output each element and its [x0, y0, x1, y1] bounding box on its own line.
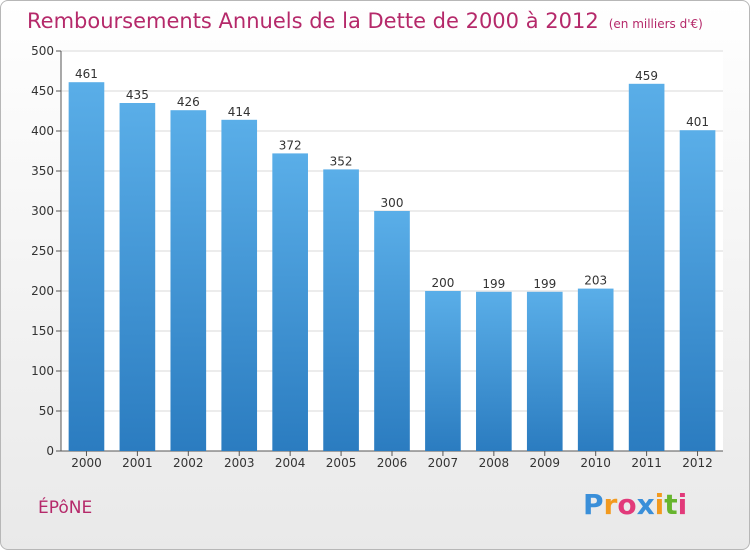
y-tick-label: 200 [31, 284, 54, 298]
bar-value-label: 461 [75, 67, 98, 81]
x-tick-label: 2004 [275, 456, 306, 470]
bar-value-label: 401 [686, 115, 709, 129]
logo-letter: i [677, 488, 688, 521]
x-tick-label: 2005 [326, 456, 357, 470]
bar [170, 110, 207, 451]
y-tick-label: 450 [31, 84, 54, 98]
x-tick-label: 2001 [122, 456, 153, 470]
proxiti-logo: Proxiti [583, 488, 687, 521]
bar-value-label: 459 [635, 69, 658, 83]
x-tick-label: 2007 [428, 456, 459, 470]
bar-value-label: 300 [381, 196, 404, 210]
x-tick-label: 2008 [479, 456, 510, 470]
logo-letter: x [636, 488, 655, 521]
bar-value-label: 426 [177, 95, 200, 109]
bar-value-label: 435 [126, 88, 149, 102]
x-tick-label: 2012 [682, 456, 713, 470]
y-tick-label: 400 [31, 124, 54, 138]
logo-letter: o [617, 488, 637, 521]
bar [425, 291, 461, 451]
y-tick-label: 500 [31, 44, 54, 58]
bar [221, 119, 258, 452]
logo-letter: i [654, 488, 665, 521]
bar-value-label: 372 [279, 138, 302, 152]
logo-letter: P [583, 488, 604, 521]
chart-title: Remboursements Annuels de la Dette de 20… [27, 9, 703, 33]
y-tick-label: 100 [31, 364, 54, 378]
y-tick-label: 250 [31, 244, 54, 258]
bar-value-label: 200 [431, 276, 454, 290]
bar [526, 291, 563, 451]
chart-unit-note: (en milliers d'€) [608, 17, 703, 31]
y-tick-label: 150 [31, 324, 54, 338]
x-tick-label: 2011 [631, 456, 662, 470]
x-tick-label: 2006 [377, 456, 408, 470]
bar [476, 291, 512, 451]
bar [272, 153, 308, 451]
bar [119, 103, 156, 451]
bar [679, 130, 716, 451]
y-tick-label: 350 [31, 164, 54, 178]
bar [577, 288, 614, 451]
logo-letter: r [603, 488, 618, 521]
logo-letter: t [664, 488, 678, 521]
x-tick-label: 2010 [580, 456, 611, 470]
bar-value-label: 414 [228, 105, 251, 119]
bar [628, 83, 665, 452]
bar-value-label: 352 [330, 154, 353, 168]
bar-value-label: 203 [584, 274, 607, 288]
x-tick-label: 2003 [224, 456, 255, 470]
chart-title-text: Remboursements Annuels de la Dette de 20… [27, 9, 599, 33]
x-tick-label: 2000 [71, 456, 102, 470]
x-tick-label: 2002 [173, 456, 204, 470]
bar-value-label: 199 [533, 277, 556, 291]
bar [68, 82, 105, 451]
bar [374, 211, 410, 451]
town-label: ÉPôNE [38, 498, 93, 518]
x-tick-label: 2009 [529, 456, 560, 470]
y-tick-label: 300 [31, 204, 54, 218]
y-tick-label: 50 [39, 404, 54, 418]
bar [323, 169, 359, 451]
bar-value-label: 199 [482, 277, 505, 291]
y-tick-label: 0 [46, 444, 54, 458]
